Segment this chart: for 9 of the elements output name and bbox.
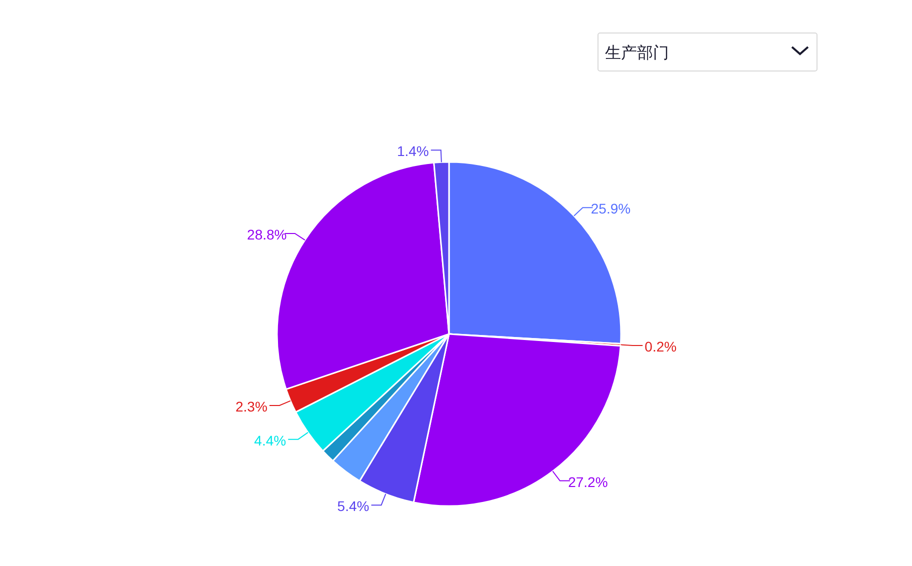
- data-label: 0.2%: [644, 338, 677, 355]
- data-label: 2.3%: [235, 398, 268, 414]
- data-label: 1.4%: [396, 143, 429, 160]
- data-label: 28.8%: [247, 226, 287, 242]
- dropdown: 生产部门: [598, 32, 818, 72]
- data-label: 4.4%: [254, 432, 286, 448]
- data-label: 5.4%: [337, 498, 370, 514]
- data-label: 25.9%: [590, 200, 631, 217]
- data-label: 27.2%: [568, 474, 608, 490]
